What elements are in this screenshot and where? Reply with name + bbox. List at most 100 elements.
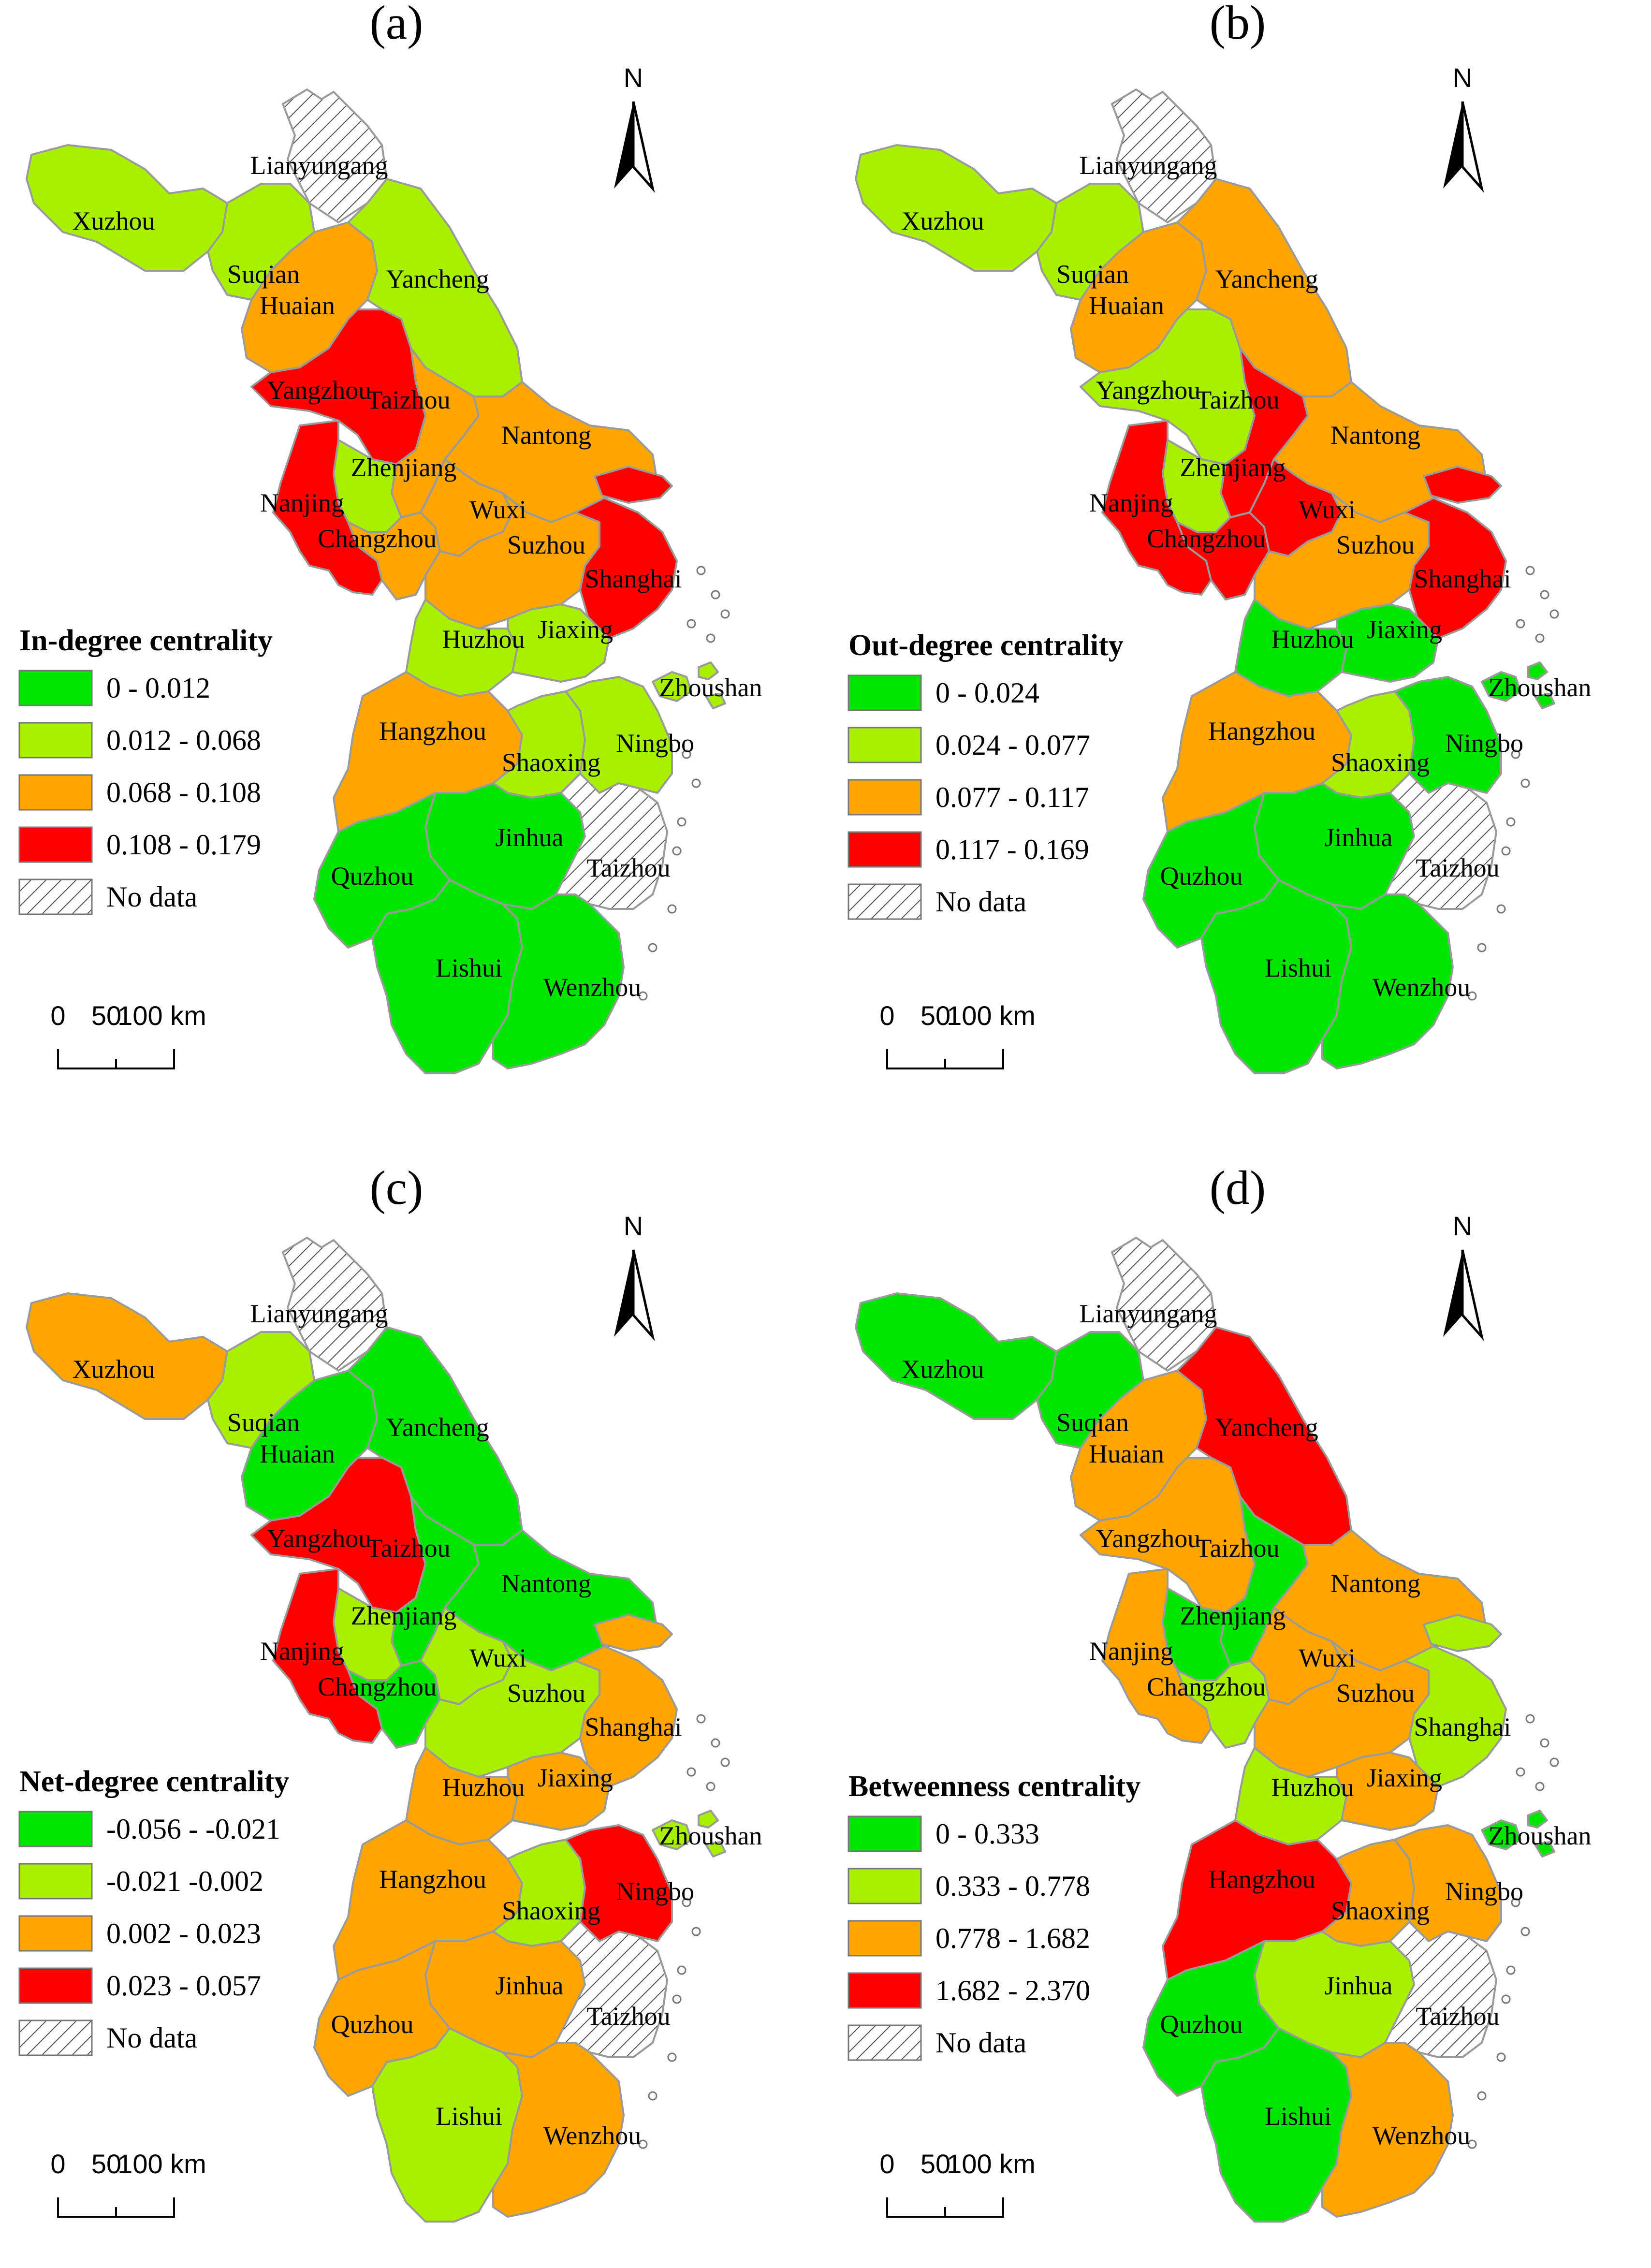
scale-bar-label: 0: [879, 2149, 894, 2179]
islet: [1549, 1757, 1559, 1767]
city-label-taizhou-js: Taizhou: [1196, 1534, 1279, 1563]
islet: [1540, 590, 1549, 600]
city-label-hangzhou: Hangzhou: [379, 717, 486, 746]
city-label-jinhua: Jinhua: [1325, 823, 1393, 852]
region-ningbo: [1394, 1824, 1502, 1942]
legend-swatch: [18, 878, 93, 915]
city-label-shanghai: Shanghai: [1414, 564, 1511, 593]
region-shanghai: [574, 497, 678, 639]
city-label-quzhou: Quzhou: [1160, 2010, 1243, 2039]
region-shanghai: [1403, 497, 1507, 639]
region-zhoushan: [1481, 661, 1555, 709]
scale-bar-label: 0: [50, 2149, 65, 2179]
islet: [696, 566, 706, 575]
islet: [1477, 2091, 1487, 2101]
region-zhoushan: [1481, 1810, 1555, 1858]
panel-label: (c): [370, 1161, 424, 1214]
city-label-yancheng: Yancheng: [1215, 1413, 1318, 1442]
legend-label: No data: [106, 881, 197, 913]
city-label-yangzhou: Yangzhou: [1096, 1524, 1201, 1553]
city-label-hangzhou: Hangzhou: [1208, 1865, 1315, 1894]
legend-label: 0.024 - 0.077: [935, 729, 1090, 761]
city-label-quzhou: Quzhou: [331, 2010, 414, 2039]
legend-label: 0.778 - 1.682: [935, 1922, 1090, 1954]
panel-label: (d): [1210, 1161, 1266, 1214]
city-label-huaian: Huaian: [1089, 291, 1164, 320]
region-wenzhou: [492, 893, 625, 1069]
islet: [1540, 1738, 1549, 1748]
legend-swatch: [18, 670, 93, 706]
city-label-wenzhou: Wenzhou: [543, 2121, 642, 2150]
region-changzhou: [347, 1660, 441, 1749]
region-taizhou-zj: [555, 773, 668, 910]
city-label-shanghai: Shanghai: [585, 1712, 682, 1741]
north-label: N: [1453, 62, 1472, 93]
city-label-lianyungang: Lianyungang: [1080, 1299, 1217, 1328]
islet: [687, 1767, 696, 1777]
legend-title: Out-degree centrality: [848, 629, 1124, 662]
city-label-ningbo: Ningbo: [1445, 729, 1523, 758]
islet: [672, 1994, 682, 2004]
legend-swatch: [18, 1811, 93, 1847]
legend: Out-degree centrality 0 - 0.024 0.024 - 0.…: [847, 629, 1124, 920]
city-label-huaian: Huaian: [1089, 1439, 1164, 1468]
legend-title: Betweenness centrality: [848, 1770, 1140, 1803]
legend-swatch: [18, 1915, 93, 1952]
region-shanghai: [594, 466, 673, 504]
city-label-yangzhou: Yangzhou: [1096, 376, 1201, 405]
region-wenzhou: [1321, 893, 1454, 1069]
islet: [696, 1714, 706, 1724]
region-shanghai: [1423, 1614, 1502, 1652]
north-label: N: [624, 1211, 643, 1241]
legend-swatch: [18, 2019, 93, 2056]
city-label-nanjing: Nanjing: [1089, 1637, 1173, 1666]
city-label-shanghai: Shanghai: [1414, 1712, 1511, 1741]
region-changzhou: [1176, 512, 1270, 600]
legend-label: No data: [935, 886, 1026, 918]
region-zhoushan: [652, 1810, 726, 1858]
city-label-lishui: Lishui: [436, 2102, 502, 2131]
region-taizhou-zj: [555, 1921, 668, 2058]
city-label-quzhou: Quzhou: [331, 862, 414, 891]
islet: [638, 991, 648, 1001]
city-label-zhenjiang: Zhenjiang: [351, 453, 457, 482]
north-arrow-right: [1461, 1249, 1484, 1341]
city-label-wuxi: Wuxi: [1299, 1643, 1356, 1672]
city-label-wuxi: Wuxi: [469, 495, 526, 524]
city-label-wenzhou: Wenzhou: [1373, 973, 1471, 1002]
city-label-yancheng: Yancheng: [1215, 264, 1318, 293]
city-label-wenzhou: Wenzhou: [1373, 2121, 1471, 2150]
north-arrow-icon: N: [1443, 1211, 1484, 1341]
region-shanghai: [574, 1645, 678, 1787]
city-label-wuxi: Wuxi: [1299, 495, 1356, 524]
city-label-hangzhou: Hangzhou: [1208, 717, 1315, 746]
city-label-lishui: Lishui: [1265, 2102, 1331, 2131]
city-label-huzhou: Huzhou: [1271, 625, 1354, 654]
islet: [1511, 749, 1520, 759]
islet: [1506, 817, 1516, 827]
legend-swatch: [847, 1868, 922, 1904]
legend: Betweenness centrality 0 - 0.333 0.333 - 0…: [847, 1770, 1140, 2061]
scale-bar-label: 50: [920, 1000, 950, 1031]
islet: [677, 817, 687, 827]
legend: In-degree centrality 0 - 0.012 0.012 - 0.0…: [18, 624, 273, 915]
legend-label: 0.117 - 0.169: [935, 834, 1089, 865]
legend-label: 0 - 0.024: [935, 677, 1039, 709]
region-ningbo: [565, 676, 673, 794]
legend-label: -0.021 -0.002: [106, 1865, 263, 1897]
city-label-huaian: Huaian: [260, 291, 335, 320]
city-label-jiaxing: Jiaxing: [1367, 1763, 1442, 1792]
city-label-suqian: Suqian: [227, 1408, 300, 1437]
region-taizhou-zj: [1384, 1921, 1497, 2058]
north-arrow-left: [614, 1250, 633, 1337]
city-label-suzhou: Suzhou: [507, 1679, 585, 1708]
islet: [1467, 2139, 1477, 2149]
city-label-changzhou: Changzhou: [1147, 1672, 1266, 1701]
city-label-lianyungang: Lianyungang: [250, 151, 388, 180]
city-label-zhenjiang: Zhenjiang: [351, 1601, 457, 1630]
city-label-jinhua: Jinhua: [496, 1971, 564, 2000]
